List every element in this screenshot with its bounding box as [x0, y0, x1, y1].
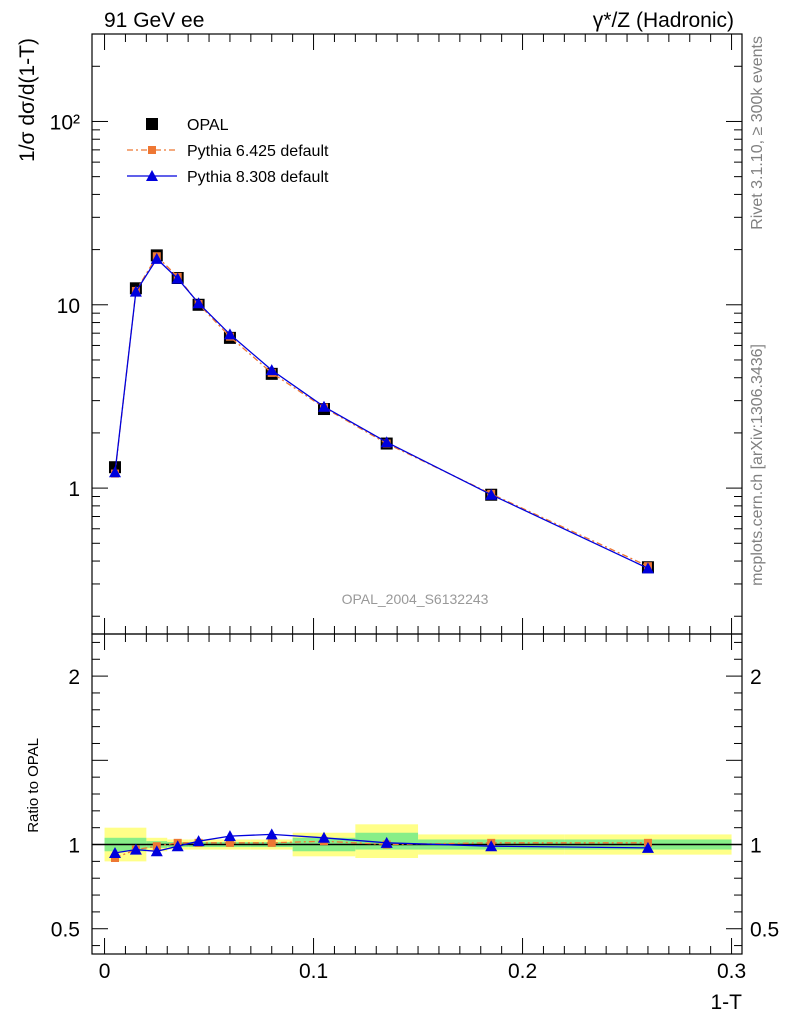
legend-marker-pythia6	[148, 146, 156, 154]
ratio-ytick-label-right: 0.5	[750, 919, 779, 942]
legend-label-opal: OPAL	[187, 117, 229, 134]
pythia8-ratio-point	[108, 846, 121, 858]
ratio-xtick-label: 0.3	[717, 960, 746, 983]
ratio-ytick-label-left: 1	[68, 835, 80, 858]
pythia8-ratio-point	[192, 835, 205, 847]
pythia8-main-point	[223, 328, 236, 340]
ratio-xtick-label: 0.1	[299, 960, 328, 983]
legend-marker-pythia8	[146, 170, 158, 181]
pythia8-ratio-point	[150, 845, 163, 857]
pythia6-ratio-point	[225, 838, 234, 847]
main-ytick-label: 1	[68, 478, 80, 501]
pythia8-main-point	[265, 364, 278, 376]
pythia8-main-point	[171, 272, 184, 284]
ratio-xtick-label: 0.2	[508, 960, 537, 983]
pythia8-main-point	[317, 400, 330, 412]
pythia8-ratio-point	[317, 831, 330, 843]
header-right: γ*/Z (Hadronic)	[593, 9, 734, 32]
mcplots-label: mcplots.cern.ch [arXiv:1306.3436]	[749, 344, 766, 586]
pythia6-ratio-point	[267, 838, 276, 847]
legend: OPAL Pythia 6.425 default Pythia 8.308 d…	[127, 117, 329, 186]
legend-label-pythia8: Pythia 8.308 default	[187, 169, 329, 186]
ratio-ylabel: Ratio to OPAL	[25, 738, 42, 833]
pythia8-ratio-point	[223, 830, 236, 842]
main-ytick-label: 10²	[50, 111, 80, 134]
ratio-ytick-label-right: 1	[750, 835, 762, 858]
pythia8-ratio-point	[485, 840, 498, 852]
pythia8-main-point	[485, 488, 498, 500]
pythia8-main-point	[150, 252, 163, 264]
legend-label-pythia6: Pythia 6.425 default	[187, 143, 329, 160]
rivet-label: Rivet 3.1.10, ≥ 300k events	[749, 36, 766, 230]
pythia8-ratio-point	[380, 836, 393, 848]
ratio-ytick-label-left: 2	[68, 666, 80, 689]
pythia8-main-point	[129, 285, 142, 297]
ratio-plot-frame	[91, 633, 743, 955]
pythia8-main-point	[108, 466, 121, 478]
pythia6-ratio-point	[110, 854, 119, 862]
pythia8-main-point	[380, 436, 393, 448]
legend-marker-opal	[146, 118, 158, 130]
ratio-xtick-label: 0	[99, 960, 111, 983]
ratio-xlabel: 1-T	[711, 991, 743, 1014]
pythia8-ratio-point	[171, 840, 184, 852]
main-ylabel: 1/σ dσ/d(1-T)	[16, 38, 39, 162]
ratio-ytick-label-left: 0.5	[51, 919, 80, 942]
ratio-ytick-label-right: 2	[750, 666, 762, 689]
header-left: 91 GeV ee	[104, 9, 204, 32]
analysis-watermark: OPAL_2004_S6132243	[342, 591, 489, 607]
pythia8-main-point	[192, 297, 205, 309]
pythia8-main-point	[641, 562, 654, 574]
pythia8-ratio-point	[265, 828, 278, 840]
main-ytick-label: 10	[57, 295, 80, 318]
pythia8-ratio-point	[641, 841, 654, 853]
pythia8-ratio-point	[129, 843, 142, 855]
